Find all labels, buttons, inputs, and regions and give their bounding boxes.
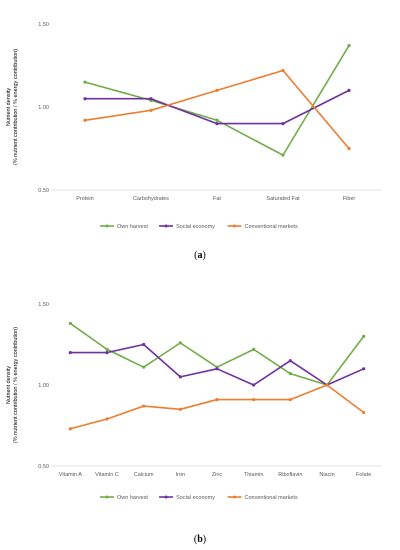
data-point [347,146,351,151]
y-axis-label-line2: (% nutrient contribution / % energy cont… [13,327,19,443]
data-point [83,80,87,84]
x-tick-label: Riboflavin [278,472,302,478]
caption-b-label: b [197,534,203,545]
data-point [105,351,109,355]
data-point [83,118,87,122]
series-line-1 [70,343,364,386]
data-point [252,383,256,387]
x-tick-label: Fiber [343,196,356,202]
data-point [288,359,292,363]
y-tick-label: 0.50 [38,188,49,194]
x-tick-label: Zinc [212,472,223,478]
x-tick-label: Vitamin C [95,472,119,478]
y-axis-label-line1: Nutrient density [6,366,12,404]
y-tick-label: 0.50 [38,464,49,470]
data-point [149,97,153,101]
legend-swatch-marker [105,495,109,499]
data-point [325,383,329,387]
data-point [362,410,366,415]
x-tick-label: Calcium [134,472,154,478]
legend-label: Own harvest [117,495,148,501]
data-point [288,397,292,402]
data-point [281,153,285,157]
data-point [149,108,153,112]
series-line-0 [84,45,350,156]
legend-swatch-marker [164,495,168,499]
data-point [142,404,146,408]
data-point [68,351,72,355]
y-tick-label: 1.00 [38,105,49,111]
data-point [178,375,182,379]
y-tick-label: 1.50 [38,302,49,308]
chart-panel-a: 0.50 1.00 1.50 Nutrient density (% nutrient … [0,0,400,265]
data-point [281,122,285,126]
data-point [178,407,182,411]
data-point [68,321,72,326]
y-tick-label: 1.50 [38,22,49,28]
y-axis-label-line1: Nutrient density [6,88,12,126]
caption-b: (b) [193,534,207,545]
x-tick-label: Saturated Fat [266,196,300,202]
caption-a-label: a [197,250,203,261]
data-point [105,347,109,351]
data-point [215,88,219,92]
data-point [347,88,351,92]
legend-swatch-marker [105,224,109,228]
series-line-1 [85,89,350,125]
legend-swatch-marker [233,224,236,228]
x-tick-label: Protein [76,196,93,202]
data-point [362,367,366,371]
x-tick-label: Folate [356,472,371,478]
line-chart-a: 0.50 1.00 1.50 Nutrient density (% nutrient … [6,22,382,230]
series-line-0 [69,322,365,386]
legend-label: Social economy [176,224,215,230]
data-point [215,397,219,402]
data-point [288,372,292,376]
legend-label: Conventional markets [245,495,298,501]
y-axis-label-line2: (% nutrient contribution / % energy cont… [13,49,19,165]
data-point [215,118,219,122]
data-point [68,427,72,431]
data-point [252,347,256,351]
series-line-2 [70,384,365,430]
data-point [362,334,366,338]
data-point [347,43,351,48]
x-tick-label: Carbohydrates [133,196,169,202]
x-tick-label: Niacin [319,472,334,478]
legend-swatch-marker [164,224,168,228]
data-point [252,397,256,402]
line-chart-b: 0.50 1.00 1.50 Nutrient density (% nutrient … [6,302,382,501]
legend-label: Conventional markets [245,224,298,230]
caption-a: (a) [194,250,206,261]
chart-panel-b: 0.50 1.00 1.50 Nutrient density (% nutrient … [0,278,400,550]
legend-label: Social economy [176,495,215,501]
y-tick-label: 1.00 [38,383,49,389]
data-point [178,341,182,345]
legend-label: Own harvest [117,224,148,230]
data-point [215,122,219,126]
data-point [142,342,146,347]
data-point [215,367,219,371]
data-point [281,68,285,73]
legend-swatch-marker [233,495,236,499]
data-point [142,365,146,369]
x-tick-label: Iron [176,472,185,478]
x-tick-label: Fat [213,196,221,202]
x-tick-label: Vitamin A [59,472,82,478]
data-point [105,417,109,421]
data-point [83,97,87,101]
x-tick-label: Thiamin [244,472,264,478]
